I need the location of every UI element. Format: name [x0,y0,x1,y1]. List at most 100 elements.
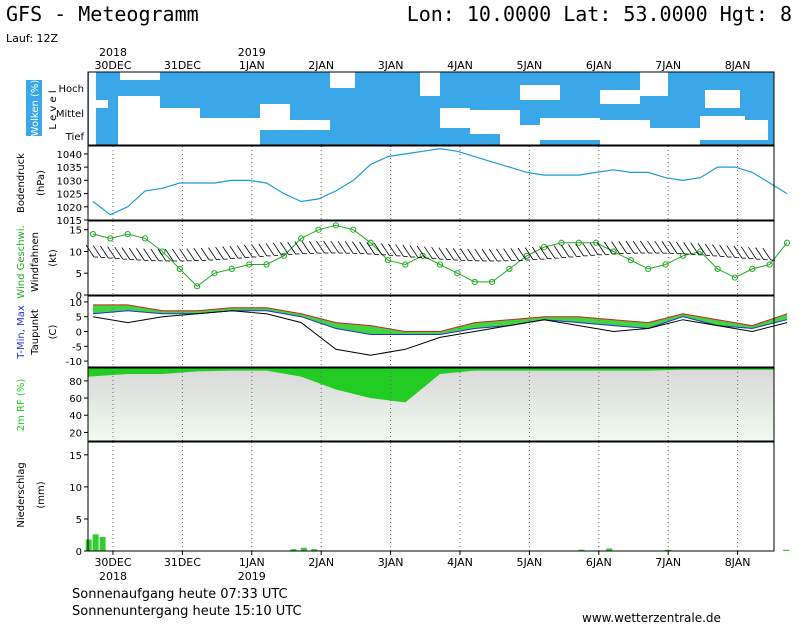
precip-bar [99,536,106,551]
x-tick-bottom: 31DEC [164,556,201,569]
pressure-ytick-label: 1040 [57,150,82,161]
wind-point [697,248,704,255]
wind-barb [568,244,577,257]
precip-bar [606,548,613,551]
wind-point [627,257,634,264]
x-tick-bottom: 7JAN [655,556,681,569]
cloud-gap-8 [420,72,440,96]
wind-barb [85,244,95,258]
precip-ytick-label: 0 [76,547,82,558]
wind-barb [416,245,426,259]
cloud-level-axis-label: L e v e l [48,90,59,129]
temp-axis-label: T-Min, Max [16,305,27,360]
tmax-line [93,304,788,332]
cloud-gap-19 [640,72,668,96]
wind-barb [164,248,174,262]
wind-barb [337,240,347,254]
wind-barb [157,248,167,262]
wind-barb [100,245,109,259]
wind-barb [301,241,311,254]
cloud-gap-6 [290,120,330,130]
pressure-ytick-label: 1020 [57,203,82,214]
cloud-gap-5 [260,104,290,130]
precip-axis-label: Niederschlag [16,462,27,527]
wind-barb [344,241,354,254]
rh-axis-label: 2m RF (%) [16,379,27,432]
panel-wind [88,221,774,295]
wind-barb [496,248,505,262]
cloud-gap-17 [520,85,560,100]
temperature-ytick-label: -5 [72,342,82,353]
wind-barb [640,240,649,254]
wind-barb [172,248,181,262]
wind-barb [560,244,570,258]
cloud-gap-12 [540,118,600,140]
wind-point [471,278,478,286]
wind-barb [510,248,520,261]
wind-barb [373,242,383,256]
wind-point [246,261,253,268]
wind-point [593,239,600,246]
cloud-level-high: Hoch [59,84,84,95]
wind-barb [589,242,599,256]
wind-point [488,278,496,286]
precip-ytick-label: 10 [69,483,82,494]
wind-barb [618,241,628,254]
wind-point [228,265,235,272]
wind-barb [719,244,728,258]
wind-barb [546,245,556,259]
wind-barb [452,248,462,261]
x-tick-top: 3JAN [378,59,404,72]
cloud-gap-13 [600,120,650,145]
wind-point [402,261,409,268]
pressure-line [92,147,788,216]
wind-barb [762,247,772,261]
wind-point [176,265,183,272]
panel-border-pressure [87,145,775,221]
x-tick-top: 5JAN [516,59,542,72]
wind-point [766,261,773,268]
precip-bar [578,549,585,551]
wind-barb [748,246,757,260]
year-label-bottom: 2019 [238,570,266,583]
cloud-gap-3 [160,108,200,145]
cloud-gap-2 [118,96,160,145]
cloud-gap-7 [330,72,355,88]
wind-barb [222,246,232,259]
x-tick-bottom: 6JAN [586,556,612,569]
wind-barb [726,245,736,258]
wind-point [332,222,339,229]
cloud-label-bg [26,80,42,136]
dewpoint-axis-label: Taupunkt [30,309,41,356]
wind-barb [445,247,455,261]
wind-barb [352,241,361,254]
pressure-axis-label: Bodendruck [16,153,27,213]
wind-barb [272,242,282,256]
precip-ytick-label: 5 [76,515,82,526]
wind-point [575,239,582,246]
site-link[interactable]: www.wetterzentrale.de [582,611,721,625]
wind-speed-line [92,224,788,287]
wind-barb [532,246,541,260]
wind-barb [150,248,160,262]
wind-barb [179,248,188,262]
wind-barb [582,243,592,256]
wind-point [211,270,218,277]
cloud-gap-15 [700,116,745,140]
location-info: Lon: 10.0000 Lat: 53.0000 Hgt: 8 [406,2,792,26]
sunset-text: Sonnenuntergang heute 15:10 UTC [72,604,302,619]
x-tick-top: 6JAN [586,59,612,72]
precip-bar [300,547,307,551]
x-tick-bottom: 2JAN [308,556,334,569]
wind-barb [200,247,210,261]
wind-barb [481,248,491,262]
x-tick-bottom: 3JAN [378,556,404,569]
sunrise-text: Sonnenaufgang heute 07:33 UTC [72,587,288,602]
wind-barb [114,246,124,260]
x-tick-top: 4JAN [447,59,473,72]
wind-barb [625,240,635,254]
temperature-ytick-label: 5 [76,313,82,324]
temp-unit-label: (C) [48,325,59,340]
wind-barb [704,243,714,257]
